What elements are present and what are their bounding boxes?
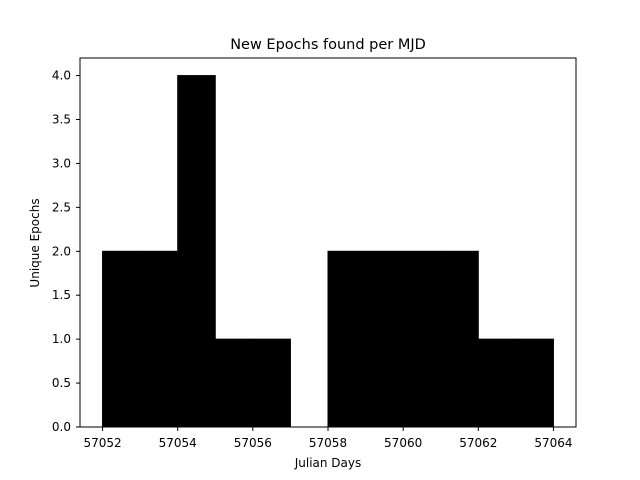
x-tick-label: 57064 (534, 436, 572, 450)
histogram-bar (214, 338, 254, 428)
histogram-bar (327, 250, 367, 428)
y-tick-label: 3.5 (52, 113, 71, 127)
chart-title: New Epochs found per MJD (230, 37, 426, 53)
histogram-bars (102, 75, 554, 428)
x-tick-label: 57060 (384, 436, 422, 450)
histogram-bar (102, 250, 141, 428)
x-tick-label: 57062 (459, 436, 497, 450)
y-tick-label: 0.0 (52, 420, 71, 434)
x-tick-label: 57056 (234, 436, 272, 450)
y-tick-label: 3.0 (52, 156, 71, 170)
y-tick-label: 2.0 (52, 244, 71, 258)
histogram-bar (139, 250, 179, 428)
x-tick-label: 57054 (159, 436, 197, 450)
histogram-bar (365, 250, 404, 428)
histogram-bar (477, 338, 517, 428)
y-tick-label: 1.0 (52, 332, 71, 346)
histogram-bar (252, 338, 291, 428)
y-tick-label: 0.5 (52, 376, 71, 390)
x-tick-label: 57052 (83, 436, 121, 450)
histogram-bar (440, 250, 479, 428)
y-tick-label: 1.5 (52, 288, 71, 302)
x-axis-label: Julian Days (294, 456, 362, 470)
y-tick-label: 4.0 (52, 69, 71, 83)
y-tick-label: 2.5 (52, 200, 71, 214)
histogram-bar (177, 75, 216, 428)
x-axis-ticks: 57052 57054 57056 57058 57060 57062 57064 (83, 427, 573, 450)
histogram-bar (402, 250, 442, 428)
y-axis-label: Unique Epochs (28, 198, 42, 287)
histogram-bar (515, 338, 554, 428)
x-tick-label: 57058 (309, 436, 347, 450)
plot-frame (79, 57, 577, 428)
y-axis-ticks: 0.0 0.5 1.0 1.5 2.0 2.5 3.0 3.5 4.0 (52, 69, 80, 434)
